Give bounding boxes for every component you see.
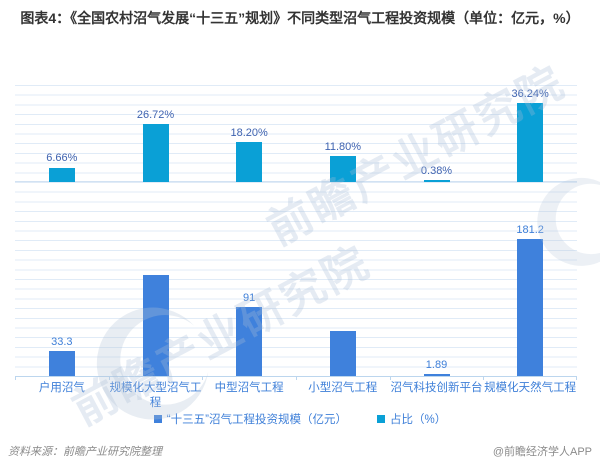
- axis-tick: [576, 376, 577, 380]
- x-axis-label: 沼气科技创新平台: [390, 382, 483, 394]
- percent-bar-label: 18.20%: [230, 127, 268, 140]
- x-axis: 户用沼气 规模化大型沼气工程 中型沼气工程 小型沼气工程 沼气科技创新平台 规模化天然气工…: [15, 381, 577, 410]
- legend-item-share: 占比（%）: [376, 411, 447, 427]
- percent-bar-label: 6.66%: [46, 152, 78, 165]
- value-bar-label: 181.2: [516, 224, 544, 236]
- chart-title: 图表4：《全国农村沼气发展“十三五”规划》不同类型沼气工程投资规模（单位：亿元，…: [20, 10, 580, 26]
- legend-item-investment: “十三五”沼气工程投资规模（亿元）: [153, 411, 347, 427]
- value-bar-label: 1.89: [425, 359, 448, 371]
- x-axis-label: 户用沼气: [38, 382, 85, 394]
- percent-bar-label: 26.72%: [136, 108, 175, 121]
- percent-bar: [517, 103, 544, 182]
- value-bar: [517, 239, 544, 376]
- legend-marker-investment-icon: [153, 415, 162, 423]
- axis-tick: [202, 376, 203, 380]
- percent-bar: [48, 167, 75, 182]
- x-axis-label: 小型沼气工程: [308, 382, 378, 394]
- axis-tick: [483, 376, 484, 380]
- source-note: 资料来源：前瞻产业研究院整理: [8, 446, 162, 458]
- value-bar-label: 33.3: [51, 335, 73, 348]
- value-bar: [329, 331, 356, 376]
- percent-band-baseline: [15, 181, 577, 182]
- legend: “十三五”沼气工程投资规模（亿元） 占比（%）: [0, 411, 600, 427]
- axis-tick: [15, 376, 16, 380]
- percent-bar-label: 11.80%: [324, 141, 362, 154]
- percent-bar-label: 0.38%: [420, 165, 453, 177]
- x-axis-label: 规模化天然气工程: [484, 382, 577, 394]
- axis-tick: [109, 376, 110, 380]
- value-bar: [142, 275, 169, 376]
- legend-marker-share-icon: [376, 415, 385, 423]
- percent-bar: [236, 142, 263, 182]
- value-bar-label: 91: [243, 292, 256, 305]
- axis-tick: [296, 376, 297, 380]
- brand-note: @前瞻经济学人APP: [492, 446, 592, 458]
- percent-bar-label: 36.24%: [511, 88, 549, 100]
- value-bar: [236, 307, 263, 376]
- percent-bar: [423, 180, 450, 182]
- plot-area: 33.3 6.66% 26.72% 91 18.20% 11.80% 1.89 0.38% 18…: [15, 85, 577, 380]
- percent-bar: [142, 123, 169, 182]
- x-axis-label: 规模化大型沼气工程: [109, 382, 202, 409]
- percent-bar: [329, 156, 356, 182]
- axis-tick: [390, 376, 391, 380]
- x-axis-label: 中型沼气工程: [214, 382, 284, 394]
- legend-label-share: 占比（%）: [389, 414, 447, 426]
- value-bar: [48, 350, 75, 376]
- value-bar: [423, 374, 450, 376]
- legend-label-investment: “十三五”沼气工程投资规模（亿元）: [166, 414, 347, 426]
